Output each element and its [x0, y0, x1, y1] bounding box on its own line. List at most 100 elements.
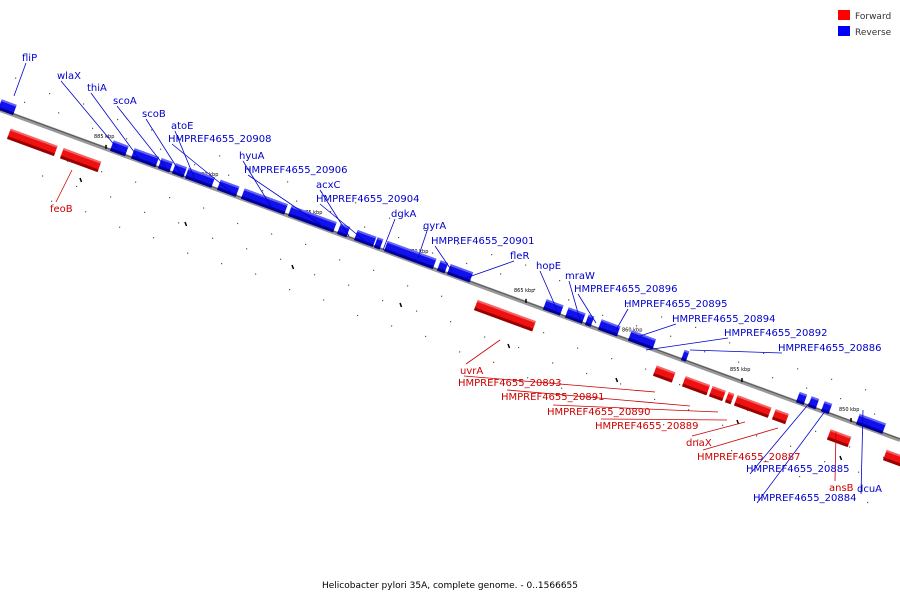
gene-highlight	[859, 413, 887, 426]
gene-block	[680, 349, 690, 362]
gene-body	[543, 299, 564, 315]
scatter-dot	[423, 228, 425, 230]
scatter-dot	[135, 181, 137, 183]
gene-body	[7, 128, 58, 156]
gene-block	[627, 330, 657, 350]
reverse-gene-label: HMPREF4655_20896	[574, 284, 677, 295]
gene-highlight	[601, 319, 621, 329]
legend-forward-label: Forward	[855, 12, 891, 22]
reverse-leader	[13, 62, 27, 97]
scatter-dot	[697, 439, 699, 441]
scatter-dot	[151, 129, 153, 131]
reverse-gene-label: fleR	[510, 251, 529, 262]
reverse-leader	[434, 245, 453, 272]
gene-shadow	[542, 306, 561, 316]
reverse-leader	[568, 280, 581, 321]
forward-leader	[552, 404, 719, 413]
scatter-dot	[457, 243, 459, 245]
scatter-dot	[593, 290, 595, 292]
reverse-gene-label: HMPREF4655_20901	[431, 236, 534, 247]
scatter-dot	[441, 295, 443, 297]
scatter-dot	[185, 139, 187, 142]
gene-block	[130, 148, 160, 168]
scatter-dot	[493, 361, 495, 363]
scatter-dot	[654, 398, 656, 400]
forward-leader	[465, 339, 501, 365]
gene-block	[383, 240, 437, 270]
scatter-dot	[500, 273, 502, 275]
gene-highlight	[161, 157, 173, 164]
forward-strand-genes	[6, 128, 900, 468]
gene-shadow	[882, 457, 900, 468]
scatter-dot	[101, 171, 103, 173]
forward-gene-label: HMPREF4655_20887	[697, 452, 800, 463]
scatter-dot	[425, 335, 427, 338]
gene-shadow	[59, 155, 99, 173]
gene-shadow	[6, 136, 55, 157]
scatter-dot	[287, 181, 289, 183]
reverse-leader	[116, 105, 167, 169]
gene-body	[827, 429, 852, 447]
gene-shadow	[733, 402, 769, 418]
gene-body	[0, 99, 17, 115]
tick-label: 880 kbp	[198, 172, 218, 178]
scatter-dot	[865, 389, 867, 391]
scatter-dot	[246, 248, 248, 250]
gene-block	[59, 148, 102, 173]
scatter-dot	[602, 314, 604, 316]
gene-highlight	[291, 205, 337, 225]
gene-highlight	[684, 349, 690, 354]
scatter-dot	[595, 398, 597, 400]
gene-shadow	[652, 372, 673, 383]
scatter-dot	[92, 127, 94, 129]
scatter-dot	[824, 461, 826, 463]
scatter-dot	[670, 335, 672, 337]
scatter-dot	[178, 222, 180, 224]
reverse-gene-label: wlaX	[57, 71, 81, 82]
tick-label: 875 kbp	[302, 210, 322, 216]
reverse-gene-label: HMPREF4655_20886	[778, 343, 881, 354]
gene-body	[856, 413, 887, 433]
gene-shadow	[436, 267, 446, 274]
scatter-dot	[704, 351, 706, 353]
background-dots	[15, 77, 885, 504]
gene-shadow	[597, 326, 618, 337]
reverse-gene-label: hyuA	[239, 151, 265, 162]
gene-highlight	[340, 223, 351, 229]
scatter-dot	[484, 336, 486, 338]
scatter-dot	[219, 155, 221, 157]
gene-block	[436, 260, 449, 274]
scatter-dot	[391, 325, 393, 327]
reverse-leader	[247, 174, 321, 225]
scatter-dot	[636, 325, 638, 327]
gene-highlight	[440, 260, 449, 265]
gene-highlight	[188, 167, 216, 180]
scatter-dot	[815, 430, 817, 433]
scatter-dot	[126, 138, 128, 140]
gene-block	[708, 386, 726, 402]
reverse-leader	[749, 399, 813, 475]
gene-body	[110, 140, 129, 156]
scatter-dot	[355, 202, 357, 204]
gene-highlight	[63, 148, 102, 164]
scatter-dot	[280, 258, 282, 260]
tick-label: 855 kbp	[730, 367, 750, 373]
gene-highlight	[134, 148, 160, 159]
scatter-dot	[568, 299, 570, 301]
reverse-gene-label: scoA	[113, 96, 137, 107]
forward-leader	[55, 169, 73, 203]
reverse-gene-label: mraW	[565, 271, 595, 282]
scatter-dot	[695, 326, 697, 329]
forward-leader	[834, 431, 837, 482]
forward-gene-label: HMPREF4655_20890	[547, 407, 650, 418]
reverse-gene-label: hopE	[536, 261, 561, 272]
scatter-dot	[432, 252, 434, 254]
scatter-dot	[339, 259, 341, 261]
gene-highlight	[737, 395, 772, 410]
reverse-leader	[171, 143, 237, 197]
scatter-dot	[212, 237, 214, 239]
gene-shadow	[157, 165, 171, 173]
gene-highlight	[775, 409, 789, 416]
gene-shadow	[795, 399, 805, 405]
gene-highlight	[811, 396, 820, 401]
